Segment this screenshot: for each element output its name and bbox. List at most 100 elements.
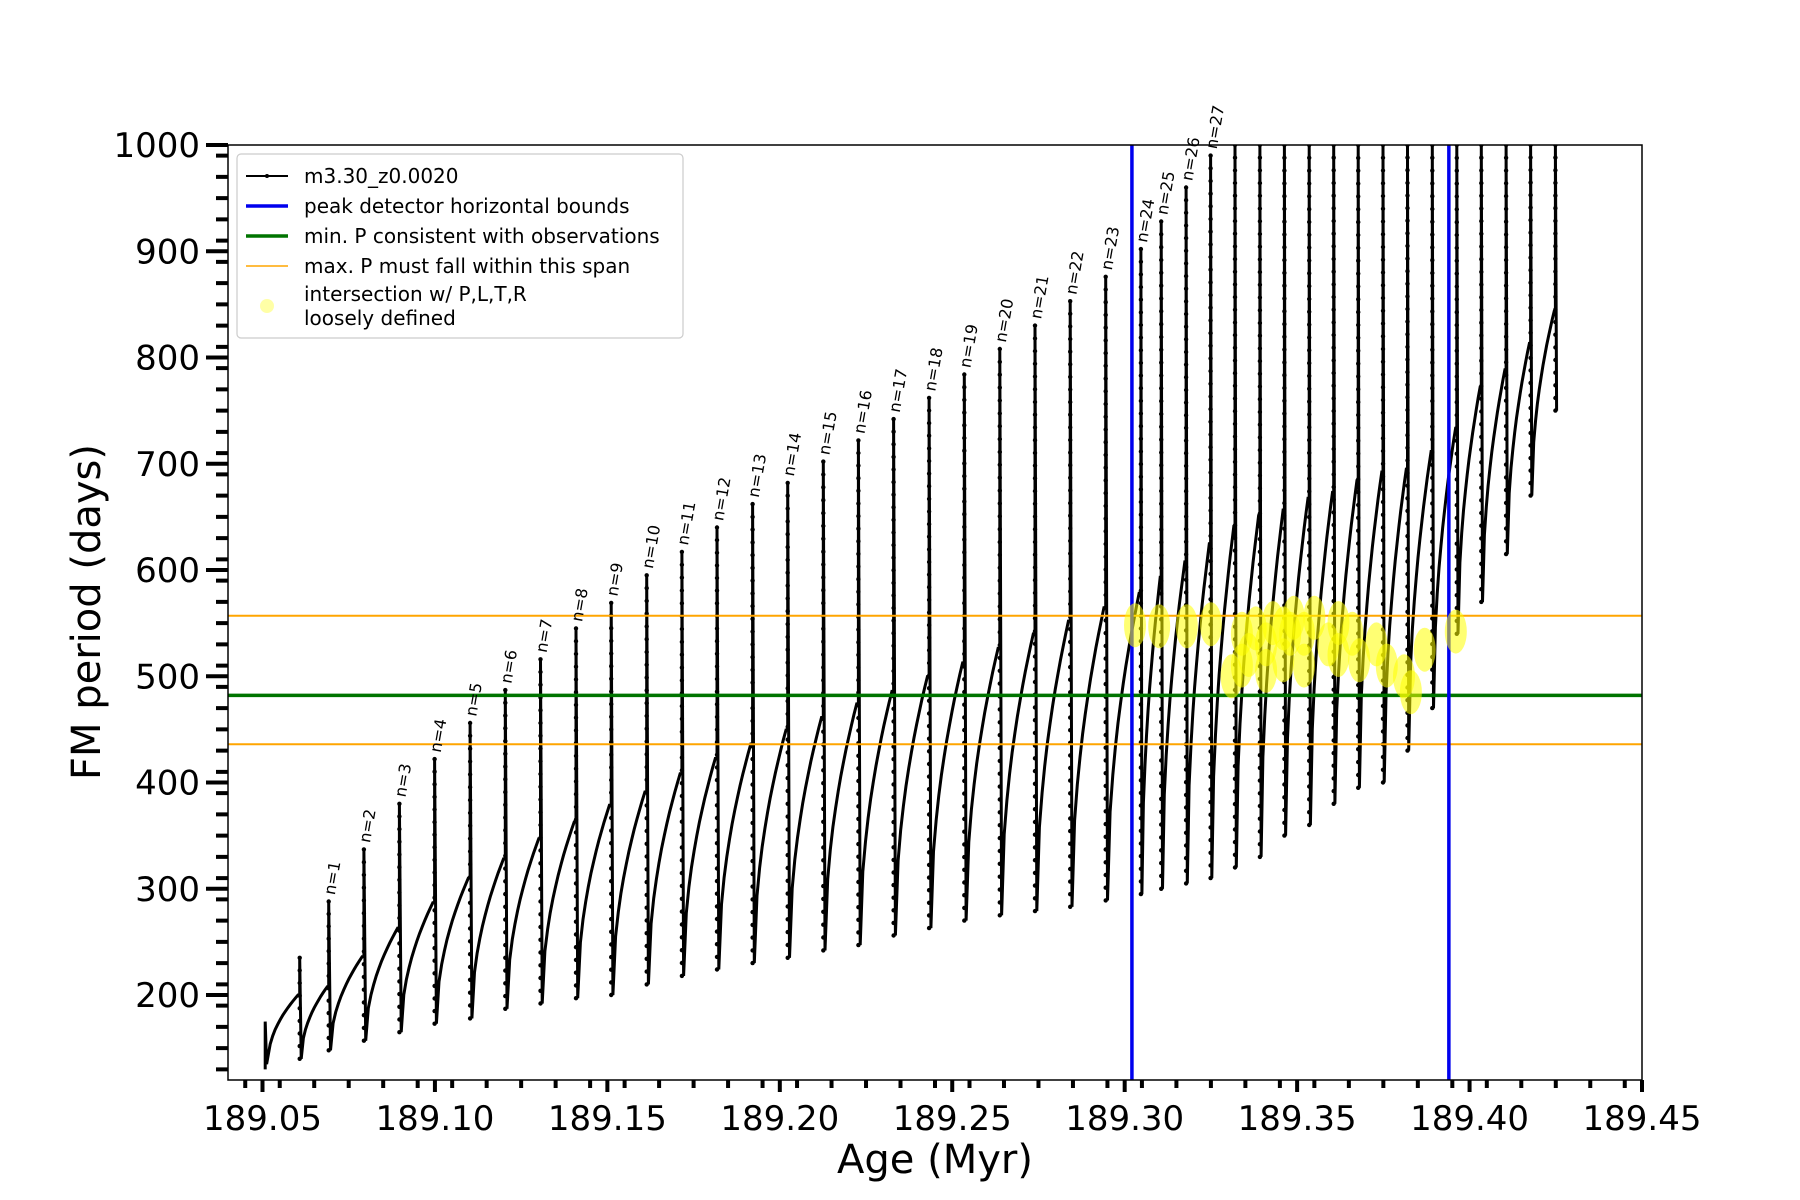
model-point <box>1138 588 1144 593</box>
model-point <box>1068 879 1073 884</box>
model-point <box>1208 673 1213 678</box>
model-point <box>1257 409 1263 415</box>
model-point <box>1479 396 1484 401</box>
model-point <box>997 488 1002 493</box>
model-point <box>1183 198 1189 203</box>
legend-handle <box>260 299 274 313</box>
model-point <box>1232 421 1238 427</box>
model-point <box>714 752 720 757</box>
model-point <box>573 804 579 810</box>
x-tick-label: 189.05 <box>203 1099 322 1139</box>
model-point <box>1454 400 1460 405</box>
model-point <box>1103 643 1108 649</box>
model-point <box>714 575 720 581</box>
model-point <box>714 815 720 821</box>
model-point <box>1138 714 1144 720</box>
model-point <box>1232 510 1238 515</box>
model-point <box>1068 841 1073 846</box>
model-point <box>750 501 755 507</box>
model-point <box>1257 346 1263 351</box>
model-point <box>573 906 579 912</box>
model-point <box>856 463 861 468</box>
model-point <box>609 841 614 846</box>
model-point <box>1479 155 1484 160</box>
model-point <box>1331 168 1336 173</box>
model-point <box>1138 563 1144 568</box>
model-point <box>609 701 614 707</box>
model-point <box>821 871 826 876</box>
model-point <box>1032 896 1038 901</box>
model-point <box>1307 579 1312 584</box>
model-point <box>750 578 755 583</box>
model-point <box>714 550 720 555</box>
model-point <box>1331 776 1336 781</box>
model-point <box>1183 299 1189 304</box>
model-point <box>467 952 473 957</box>
model-point <box>1257 422 1263 427</box>
model-point <box>1430 181 1435 186</box>
model-point <box>1183 210 1189 215</box>
model-point <box>1183 185 1189 190</box>
model-point <box>785 673 790 678</box>
model-point <box>714 853 720 858</box>
model-point <box>573 855 579 861</box>
model-point <box>1068 702 1073 708</box>
model-point <box>1208 584 1213 589</box>
model-point <box>997 745 1002 751</box>
model-point <box>785 557 790 563</box>
model-point <box>1138 386 1144 391</box>
model-point <box>397 1004 402 1009</box>
y-tick-label: 900 <box>135 232 200 272</box>
model-point <box>644 892 649 898</box>
model-point <box>1430 232 1435 237</box>
model-point <box>821 845 826 850</box>
model-point <box>1528 368 1533 373</box>
model-point <box>1103 885 1108 890</box>
model-point <box>1138 702 1144 707</box>
model-point <box>1479 383 1484 389</box>
model-point <box>679 845 685 850</box>
model-point <box>397 915 402 921</box>
model-point <box>1430 386 1435 391</box>
model-point <box>1159 706 1164 712</box>
model-point <box>1032 450 1038 456</box>
model-point <box>1159 886 1164 891</box>
model-point <box>962 410 967 415</box>
model-point <box>926 622 932 628</box>
y-tick-label: 200 <box>135 976 200 1016</box>
model-point <box>1032 412 1038 417</box>
model-point <box>1331 370 1336 376</box>
model-point <box>1257 816 1263 821</box>
model-point <box>1356 772 1361 778</box>
model-point <box>785 904 790 909</box>
model-point <box>1331 294 1336 300</box>
intersection-marker <box>1413 627 1436 672</box>
model-point <box>573 945 579 950</box>
legend-label: min. P consistent with observations <box>304 224 660 248</box>
model-point <box>750 705 755 711</box>
model-point <box>1032 425 1038 430</box>
model-point <box>467 990 473 995</box>
model-point <box>1257 587 1263 593</box>
model-point <box>297 1056 302 1062</box>
model-point <box>397 979 402 984</box>
model-point <box>821 883 826 889</box>
model-point <box>1380 423 1386 428</box>
model-point <box>821 806 826 812</box>
model-point <box>432 832 437 837</box>
model-point <box>1528 480 1533 486</box>
model-point <box>1307 527 1312 533</box>
model-point <box>573 639 579 644</box>
model-point <box>785 532 790 537</box>
model-point <box>1257 778 1263 783</box>
model-point <box>926 509 932 514</box>
model-point <box>573 753 579 759</box>
model-point <box>361 962 367 967</box>
model-point <box>467 746 473 751</box>
model-point <box>297 1043 302 1049</box>
model-point <box>785 917 790 922</box>
model-point <box>926 471 932 476</box>
model-point <box>856 488 861 493</box>
model-point <box>750 935 755 940</box>
model-point <box>714 954 720 960</box>
